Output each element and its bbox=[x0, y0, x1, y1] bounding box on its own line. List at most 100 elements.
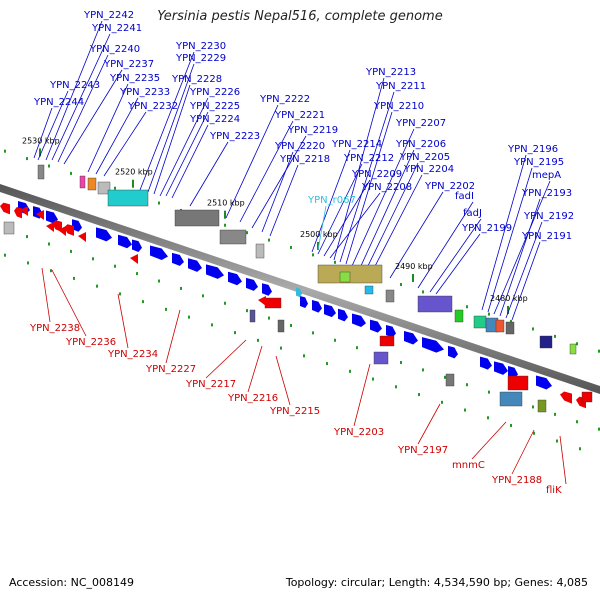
gene-label-lower: YPN_2216 bbox=[227, 393, 278, 404]
gene-label-upper: YPN_2244 bbox=[33, 97, 84, 108]
feature-box bbox=[473, 315, 487, 329]
feature-box bbox=[495, 319, 505, 333]
reverse-gene-arrow bbox=[20, 206, 28, 216]
gene-leader-line bbox=[275, 355, 291, 406]
gene-label-upper: YPN_2192 bbox=[523, 211, 574, 222]
feature-box bbox=[505, 321, 515, 335]
gene-leader-line bbox=[345, 111, 393, 265]
gene-label-upper: YPN_2207 bbox=[395, 118, 446, 129]
kbp-scale-label: 2500 kbp bbox=[300, 230, 338, 239]
gene-label-lower: YPN_2188 bbox=[491, 475, 542, 486]
forward-gene-arrow bbox=[536, 375, 552, 390]
gene-leader-line bbox=[371, 174, 423, 273]
gene-label-upper: YPN_2222 bbox=[259, 94, 310, 105]
gene-label-upper: mepA bbox=[532, 170, 561, 181]
gene-label-lower: mnmC bbox=[452, 460, 485, 471]
gene-label-upper: YPN_2195 bbox=[513, 157, 564, 168]
gene-leader-line bbox=[139, 51, 195, 191]
gene-label-lower: YPN_2215 bbox=[269, 406, 320, 417]
gene-leader-line bbox=[153, 84, 191, 195]
gene-label-upper: YPN_2223 bbox=[209, 131, 260, 142]
gene-leader-line bbox=[269, 164, 299, 237]
gene-label-upper: YPN_2219 bbox=[287, 125, 338, 136]
gene-leader-line bbox=[481, 154, 527, 311]
gene-leader-line bbox=[247, 345, 263, 393]
feature-box bbox=[249, 309, 256, 323]
gene-leader-line bbox=[45, 20, 103, 161]
gene-leader-line bbox=[499, 198, 541, 317]
gene-label-upper: YPN_2220 bbox=[274, 141, 325, 152]
reverse-gene-arrow bbox=[0, 202, 10, 215]
gene-label-upper: YPN_2242 bbox=[83, 10, 134, 21]
feature-box bbox=[219, 229, 247, 245]
gene-leader-line bbox=[429, 218, 482, 293]
gene-label-upper: YPN_2228 bbox=[171, 74, 222, 85]
feature-box bbox=[454, 309, 464, 323]
forward-gene-arrow bbox=[324, 304, 336, 318]
forward-gene-arrow bbox=[370, 319, 382, 333]
gene-label-upper: YPN_2206 bbox=[395, 139, 446, 150]
gene-leader-line bbox=[189, 141, 229, 207]
gene-leader-line bbox=[63, 69, 123, 165]
gene-leader-line bbox=[51, 33, 111, 161]
forward-gene-arrow bbox=[188, 258, 202, 272]
reverse-gene-arrow bbox=[64, 224, 74, 236]
gene-label-upper: YPN_2191 bbox=[521, 231, 572, 242]
gene-label-upper: YPN_2237 bbox=[103, 59, 154, 70]
gene-leader-line bbox=[57, 54, 109, 163]
forward-gene-arrow bbox=[300, 296, 308, 309]
feature-box bbox=[379, 335, 395, 347]
gene-leader-line bbox=[487, 167, 533, 313]
gene-label-upper: YPN_2224 bbox=[189, 114, 240, 125]
reverse-gene-arrow bbox=[130, 254, 138, 264]
forward-gene-arrow bbox=[262, 283, 272, 296]
gene-leader-line bbox=[171, 124, 209, 199]
gene-leader-line bbox=[329, 192, 381, 259]
forward-gene-arrow bbox=[132, 239, 142, 252]
gene-label-lower: YPN_2236 bbox=[65, 337, 116, 348]
gene-leader-line bbox=[389, 191, 444, 279]
gene-label-upper: YPN_2211 bbox=[375, 81, 426, 92]
gene-label-upper: YPN_2230 bbox=[175, 41, 226, 52]
forward-gene-arrow bbox=[96, 227, 112, 242]
gene-leader-line bbox=[317, 205, 327, 251]
feature-box bbox=[539, 335, 553, 349]
feature-box bbox=[339, 271, 351, 283]
gene-leader-line bbox=[165, 111, 209, 197]
gene-label-upper: YPN_2218 bbox=[279, 154, 330, 165]
forward-gene-arrow bbox=[172, 252, 184, 266]
reverse-gene-arrow bbox=[560, 391, 572, 404]
gene-leader-line bbox=[37, 90, 69, 161]
kbp-scale-label: 2510 kbp bbox=[207, 199, 245, 208]
forward-gene-arrow bbox=[404, 331, 418, 345]
gene-leader-line bbox=[147, 63, 195, 193]
gene-label-upper: YPN_2193 bbox=[521, 188, 572, 199]
genome-title: Yersinia pestis Nepal516, complete genom… bbox=[157, 9, 443, 24]
forward-gene-arrow bbox=[480, 356, 492, 370]
forward-gene-arrow bbox=[494, 361, 508, 375]
kbp-scale-label: 2490 kbp bbox=[395, 262, 433, 271]
gene-leader-line bbox=[511, 241, 541, 321]
forward-gene-arrow bbox=[150, 245, 168, 261]
kbp-scale-label: 2480 kbp bbox=[490, 294, 528, 303]
gene-label-upper: fadJ bbox=[463, 208, 482, 219]
reverse-gene-arrow bbox=[46, 222, 54, 232]
kbp-scale-label: 2530 kbp bbox=[22, 136, 60, 145]
gene-leader-line bbox=[165, 309, 181, 364]
kbp-scale-label: 2520 kbp bbox=[115, 168, 153, 177]
gene-label-upper: YPN_2226 bbox=[189, 87, 240, 98]
gene-leader-line bbox=[117, 293, 129, 349]
gene-leader-line bbox=[205, 339, 247, 379]
forward-gene-arrow bbox=[312, 300, 322, 313]
gene-label-upper: YPN_2235 bbox=[109, 73, 160, 84]
gene-label-upper: YPN_2199 bbox=[461, 223, 512, 234]
gene-leader-line bbox=[505, 221, 543, 319]
gene-label-upper: YPN_2213 bbox=[365, 67, 416, 78]
forward-gene-arrow bbox=[338, 308, 348, 322]
gene-leader-line bbox=[239, 120, 294, 223]
gene-label-upper: YPN_2233 bbox=[119, 87, 170, 98]
feature-box bbox=[537, 399, 547, 413]
gene-label-upper: YPN_2205 bbox=[399, 152, 450, 163]
topology-text: Topology: circular; Length: 4,534,590 bp… bbox=[285, 576, 588, 589]
